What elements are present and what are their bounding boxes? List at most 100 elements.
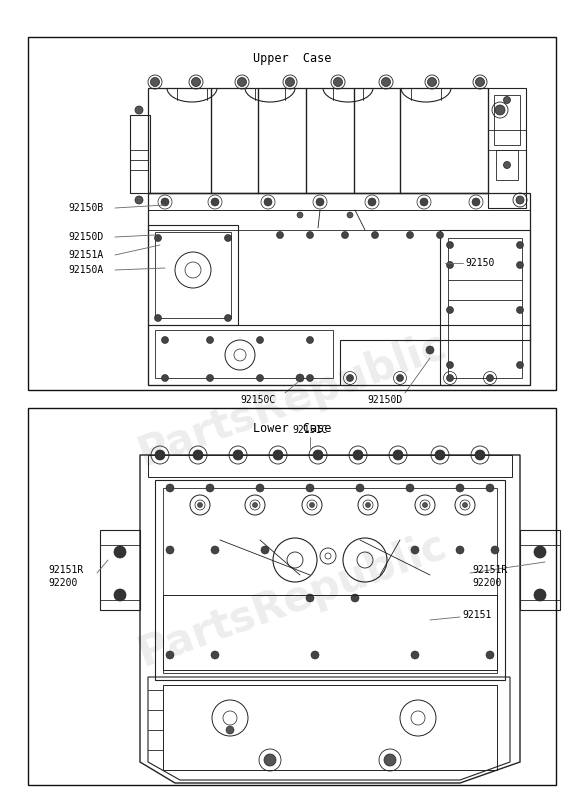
Circle shape [422, 502, 427, 507]
Bar [155, 480, 505, 680]
Circle shape [456, 484, 464, 492]
Circle shape [342, 231, 349, 238]
Circle shape [447, 242, 454, 249]
Circle shape [161, 198, 169, 206]
Circle shape [368, 198, 376, 206]
Text: 92150B: 92150B [68, 203, 103, 213]
Circle shape [420, 198, 428, 206]
Circle shape [197, 502, 203, 507]
Bar [100, 530, 140, 610]
Circle shape [456, 546, 464, 554]
Circle shape [296, 374, 304, 382]
Circle shape [313, 450, 323, 460]
Text: 92200: 92200 [472, 578, 502, 588]
Circle shape [155, 314, 162, 322]
Circle shape [264, 198, 272, 206]
Bar [494, 95, 520, 145]
Circle shape [516, 242, 523, 249]
Circle shape [192, 78, 200, 86]
Circle shape [207, 337, 214, 343]
Circle shape [491, 546, 499, 554]
Circle shape [347, 212, 353, 218]
Text: 92151C: 92151C [293, 425, 328, 435]
Circle shape [224, 314, 231, 322]
Circle shape [447, 362, 454, 369]
Circle shape [135, 196, 143, 204]
Circle shape [193, 450, 203, 460]
Circle shape [406, 231, 413, 238]
Circle shape [475, 78, 485, 86]
Text: 92150D: 92150D [367, 395, 402, 405]
Bar [148, 455, 512, 477]
Circle shape [114, 589, 126, 601]
Bar [163, 685, 497, 770]
Circle shape [495, 105, 505, 115]
Circle shape [252, 502, 258, 507]
Circle shape [297, 212, 303, 218]
Bar [163, 488, 497, 673]
Circle shape [435, 450, 445, 460]
Circle shape [486, 484, 494, 492]
Bar [28, 408, 556, 785]
Circle shape [393, 450, 403, 460]
Circle shape [256, 484, 264, 492]
Bar [448, 238, 522, 378]
Circle shape [224, 234, 231, 242]
Text: 92200: 92200 [48, 578, 77, 588]
Circle shape [273, 450, 283, 460]
Circle shape [276, 231, 283, 238]
Circle shape [447, 262, 454, 269]
Text: PartsRepublic: PartsRepublic [132, 525, 452, 675]
Circle shape [211, 651, 219, 659]
Circle shape [366, 502, 370, 507]
Circle shape [261, 546, 269, 554]
Circle shape [307, 231, 314, 238]
Circle shape [333, 78, 342, 86]
Text: 92150A: 92150A [68, 265, 103, 275]
Circle shape [135, 106, 143, 114]
Circle shape [256, 337, 263, 343]
Circle shape [351, 594, 359, 602]
Circle shape [211, 546, 219, 554]
Circle shape [311, 651, 319, 659]
Circle shape [447, 306, 454, 314]
Circle shape [206, 484, 214, 492]
Circle shape [233, 450, 243, 460]
Circle shape [503, 97, 510, 103]
Bar [130, 115, 150, 193]
Circle shape [472, 198, 480, 206]
Bar [28, 37, 556, 390]
Circle shape [486, 651, 494, 659]
Bar [163, 595, 497, 670]
Circle shape [356, 484, 364, 492]
Circle shape [306, 594, 314, 602]
Bar [520, 530, 560, 610]
Bar [155, 330, 333, 378]
Circle shape [516, 262, 523, 269]
Bar [440, 230, 530, 385]
Bar [148, 225, 238, 325]
Circle shape [534, 546, 546, 558]
Circle shape [371, 231, 378, 238]
Circle shape [397, 374, 404, 382]
Circle shape [406, 484, 414, 492]
Bar [148, 88, 488, 193]
Circle shape [346, 374, 353, 382]
Bar [155, 232, 231, 318]
Circle shape [411, 546, 419, 554]
Circle shape [411, 651, 419, 659]
Circle shape [211, 198, 219, 206]
Circle shape [307, 337, 314, 343]
Text: 92151R: 92151R [472, 565, 507, 575]
Text: 92150D: 92150D [68, 232, 103, 242]
Circle shape [166, 484, 174, 492]
Text: 92151A: 92151A [68, 250, 103, 260]
Bar [488, 88, 526, 208]
Circle shape [534, 589, 546, 601]
Circle shape [155, 450, 165, 460]
Circle shape [151, 78, 159, 86]
Circle shape [447, 374, 454, 382]
Circle shape [353, 450, 363, 460]
Circle shape [306, 484, 314, 492]
Text: Upper  Case: Upper Case [253, 52, 331, 65]
